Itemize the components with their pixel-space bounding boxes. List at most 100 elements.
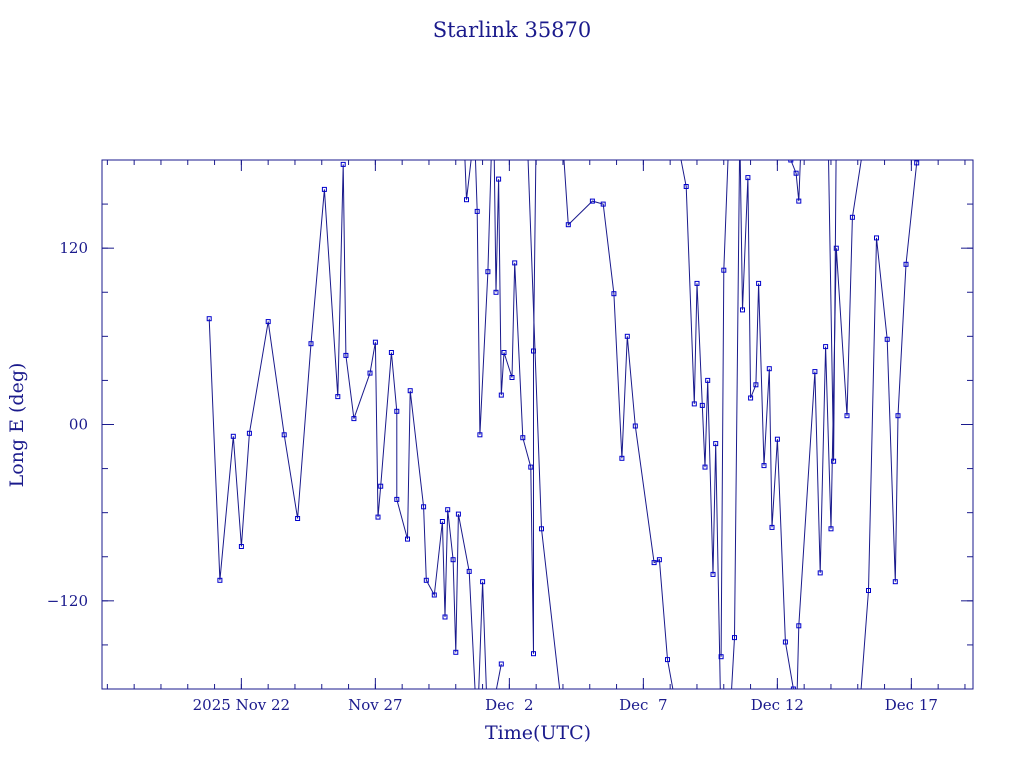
data-point (295, 516, 301, 521)
data-point (421, 504, 427, 510)
series-3 (495, 661, 504, 689)
data-point (565, 222, 571, 228)
data-point (796, 198, 802, 204)
data-point (748, 395, 754, 401)
data-point (884, 336, 890, 342)
data-point (238, 544, 244, 549)
data-point (713, 441, 719, 447)
data-point (753, 382, 759, 388)
data-point (721, 267, 727, 273)
series-12 (860, 160, 920, 689)
data-point (493, 289, 499, 295)
data-point (611, 291, 617, 297)
data-point (774, 436, 780, 442)
data-point (702, 464, 708, 470)
data-point (230, 433, 236, 439)
data-point (600, 201, 606, 207)
x-tick-label: Dec 2 (485, 696, 533, 714)
data-point (464, 197, 469, 203)
data-point (895, 413, 901, 419)
data-point (651, 560, 657, 566)
data-point (619, 455, 625, 461)
y-axis: 120 00 −120 (47, 239, 973, 610)
data-point (740, 307, 745, 313)
data-point (710, 571, 716, 577)
data-point (477, 432, 483, 438)
data-point (756, 280, 762, 286)
data-point (874, 235, 879, 241)
data-point (531, 651, 536, 657)
data-point (694, 280, 700, 286)
data-point (796, 623, 802, 629)
series-line (680, 160, 721, 689)
data-point (445, 507, 451, 513)
data-point (351, 416, 357, 422)
plot-area (206, 160, 920, 689)
data-point (793, 170, 799, 176)
data-point (782, 639, 788, 645)
data-point (766, 366, 772, 372)
series-line (860, 160, 918, 689)
data-point (431, 592, 437, 598)
data-point (340, 161, 346, 167)
data-point (849, 214, 855, 220)
data-point (281, 432, 287, 438)
data-point (665, 657, 670, 663)
series-line (563, 160, 674, 689)
x-axis: 2025 Nov 22 Nov 27 Dec 2 Dec 7 Dec 12 Dec 17 (193, 160, 938, 714)
data-point (844, 413, 850, 419)
data-point (732, 635, 737, 641)
data-point (455, 511, 461, 517)
series-9 (788, 160, 802, 204)
data-point (367, 370, 373, 376)
series-line (495, 663, 502, 689)
series-11 (828, 160, 837, 464)
data-point (466, 568, 472, 574)
data-point (817, 570, 823, 576)
y-tick-label: 120 (59, 239, 88, 257)
series-5 (563, 160, 674, 689)
series-1 (206, 161, 487, 689)
series-line (790, 160, 801, 202)
data-point (691, 401, 697, 407)
x-axis-label: Time(UTC) (485, 722, 591, 744)
data-point (903, 261, 909, 267)
data-point (761, 463, 767, 469)
data-point (866, 588, 871, 593)
series-4 (527, 160, 561, 689)
data-point (718, 654, 724, 660)
series-line (527, 160, 561, 689)
series-6 (680, 160, 721, 689)
data-point (343, 352, 349, 358)
data-point (745, 175, 751, 181)
data-point (656, 557, 662, 563)
data-point (632, 423, 638, 429)
data-point (485, 269, 491, 275)
series-7 (718, 160, 729, 660)
data-point (206, 316, 212, 322)
series-10 (796, 160, 862, 689)
y-axis-label: Long E (deg) (6, 363, 28, 488)
data-point (450, 557, 456, 563)
data-point (394, 496, 400, 502)
series-8 (731, 160, 796, 689)
data-point (217, 577, 223, 583)
data-point (528, 464, 534, 470)
data-point (812, 369, 818, 375)
data-point (498, 661, 504, 667)
data-point (624, 333, 630, 339)
series-line (828, 160, 837, 462)
data-point (501, 350, 507, 355)
data-point (892, 579, 898, 585)
data-point (539, 526, 544, 532)
data-point (823, 344, 829, 350)
data-point (335, 394, 341, 400)
data-point (407, 388, 413, 394)
data-point (589, 198, 595, 204)
series-line (720, 160, 729, 657)
data-point (705, 377, 711, 383)
data-point (769, 524, 775, 530)
data-point (480, 579, 486, 585)
x-tick-label: Dec 7 (619, 696, 667, 714)
